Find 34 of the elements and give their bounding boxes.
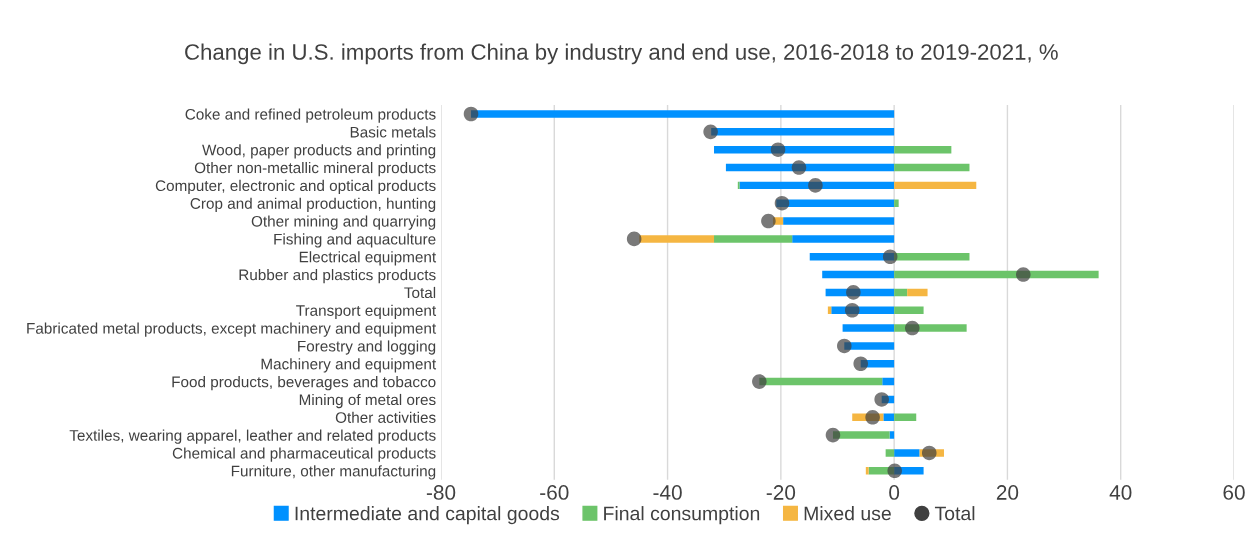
x-tick-label: -80: [426, 485, 456, 500]
y-tick-label: Rubber and plastics products: [239, 269, 436, 284]
x-tick-label: 40: [1109, 485, 1132, 500]
y-tick-label: Total: [404, 286, 436, 299]
x-tick-label: 60: [1223, 485, 1245, 500]
x-tick-label: 20: [996, 485, 1019, 500]
legend-label: Total: [934, 506, 975, 521]
y-tick-label: Computer, electronic and optical products: [155, 179, 436, 195]
y-tick-label: Coke and refined petroleum products: [185, 108, 436, 123]
y-tick-label: Furniture, other manufacturing: [231, 465, 436, 480]
y-tick-label: Electrical equipment: [299, 251, 437, 266]
y-tick-label: Transport equipment: [296, 304, 437, 319]
x-tick-label: -40: [653, 485, 682, 500]
y-tick-label: Crop and animal production, hunting: [190, 197, 436, 212]
y-tick-label: Wood, paper products and printing: [202, 144, 436, 159]
y-tick-label: Fabricated metal products, except machinery and equipment: [27, 322, 437, 337]
legend-label: Mixed use: [804, 506, 891, 521]
y-tick-label: Other non-metallic mineral products: [194, 162, 436, 177]
y-tick-label: Basic metals: [350, 126, 436, 138]
y-tick-label: Mining of metal ores: [299, 393, 436, 409]
y-tick-label: Machinery and equipment: [261, 358, 437, 373]
legend-label: Final consumption: [604, 506, 760, 525]
x-tick-label: -60: [540, 485, 569, 500]
legend-label: Intermediate and capital goods: [295, 506, 560, 525]
chart-title: Change in U.S. imports from China by industry and end use, 2016-2018 to 2019-2021, %: [185, 43, 1058, 65]
y-tick-label: Other activities: [335, 411, 436, 423]
x-tick-label: -20: [766, 485, 796, 500]
y-tick-label: Chemical and pharmaceutical products: [172, 447, 436, 462]
y-tick-label: Food products, beverages and tobacco: [172, 376, 436, 391]
x-tick-label: 0: [889, 485, 900, 500]
y-tick-label: Fishing and aquaculture: [274, 233, 436, 248]
y-tick-label: Other mining and quarrying: [251, 215, 436, 230]
y-tick-label: Textiles, wearing apparel, leather and related products: [69, 429, 436, 444]
y-tick-label: Forestry and logging: [298, 340, 436, 355]
